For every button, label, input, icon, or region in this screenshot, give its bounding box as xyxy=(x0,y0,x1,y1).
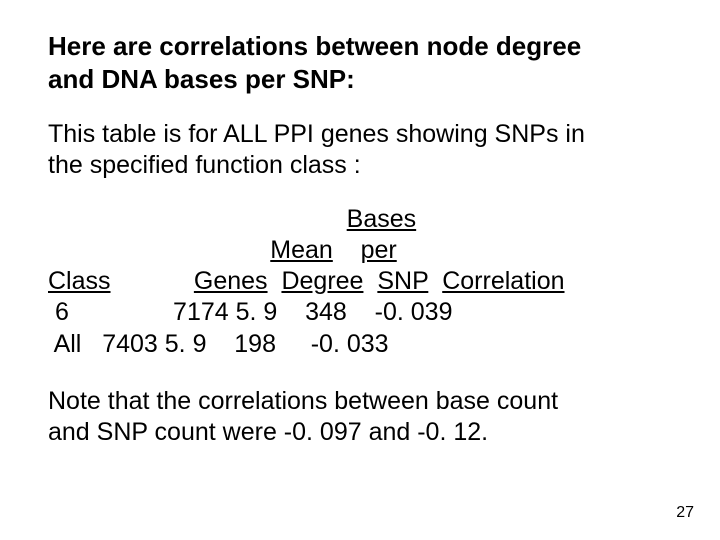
hdr-line-3: Class Genes Degree SNP Correlation xyxy=(48,267,565,295)
hdr-bases-l1: Bases xyxy=(48,205,416,233)
table-row: 6 7174 5. 9 348 -0. 039 xyxy=(48,298,452,326)
note-line-2: and SNP count were -0. 097 and -0. 12. xyxy=(48,418,488,446)
intro-line-1: This table is for ALL PPI genes showing … xyxy=(48,120,585,148)
slide: Here are correlations between node degre… xyxy=(0,0,720,540)
title-line-2: and DNA bases per SNP: xyxy=(48,64,355,94)
table-row: All 7403 5. 9 198 -0. 033 xyxy=(48,330,389,358)
note-paragraph: Note that the correlations between base … xyxy=(48,386,672,449)
intro-line-2: the specified function class : xyxy=(48,151,361,179)
data-table: Bases Mean per Class Genes Degree SNP Co… xyxy=(48,204,672,360)
title-line-1: Here are correlations between node degre… xyxy=(48,31,581,61)
hdr-line-2: Mean per xyxy=(48,236,397,264)
intro-paragraph: This table is for ALL PPI genes showing … xyxy=(48,119,672,182)
note-line-1: Note that the correlations between base … xyxy=(48,387,558,415)
slide-title: Here are correlations between node degre… xyxy=(48,30,672,95)
page-number: 27 xyxy=(676,504,694,522)
